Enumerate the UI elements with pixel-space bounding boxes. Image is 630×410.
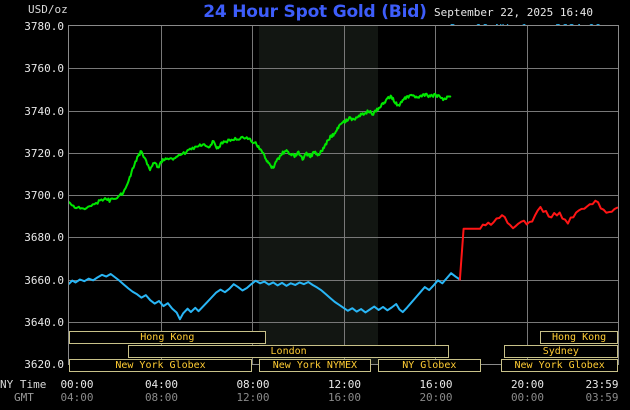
- gridline-horizontal: [69, 111, 618, 112]
- x-axis-tick-ny: 12:00: [327, 378, 362, 391]
- quote-timestamp: September 22, 2025 16:40: [434, 6, 593, 19]
- y-axis-tick-label: 3740.0: [24, 104, 64, 118]
- series-line-last-green: [69, 92, 452, 211]
- y-axis-tick-label: 3760.0: [24, 62, 64, 76]
- gridline-vertical: [252, 26, 253, 364]
- session-bar: New York Globex: [69, 359, 252, 372]
- x-axis-ny-label: NY Time: [0, 378, 47, 391]
- x-axis-tick-gmt: 08:00: [144, 391, 179, 404]
- plot-area: [68, 25, 619, 365]
- x-axis-tick-ny: 23:59: [585, 378, 619, 391]
- x-axis-tick-gmt: 16:00: [327, 391, 362, 404]
- x-axis-tick-ny: 20:00: [510, 378, 545, 391]
- gridline-vertical: [161, 26, 162, 364]
- session-bar: NY Globex: [377, 359, 481, 372]
- gridline-vertical: [344, 26, 345, 364]
- session-bar-label: Sydney: [542, 346, 579, 357]
- gridline-vertical: [435, 26, 436, 364]
- price-series-svg: [69, 92, 618, 321]
- x-axis-tick-ny: 08:00: [236, 378, 270, 391]
- y-axis-unit-label: USD/oz: [28, 3, 68, 16]
- session-bar: New York NYMEX: [258, 359, 371, 372]
- gridline-horizontal: [69, 68, 618, 69]
- gridline-horizontal: [69, 322, 618, 323]
- gridline-horizontal: [69, 153, 618, 154]
- session-bar-label: New York NYMEX: [272, 360, 358, 371]
- x-axis-tick-ny: 16:00: [419, 378, 453, 391]
- x-axis-tick-ny: 00:00: [60, 378, 94, 391]
- y-axis-tick-label: 3780.0: [24, 20, 64, 33]
- y-axis-tick-label: 3680.0: [24, 231, 64, 245]
- y-axis-tick-label: 3700.0: [24, 189, 64, 202]
- gridline-horizontal: [69, 237, 618, 238]
- x-axis-gmt-label: GMT: [14, 391, 34, 404]
- session-bar-label: New York Globex: [115, 360, 206, 371]
- session-bar-label: NY Globex: [402, 360, 457, 371]
- y-axis-tick-label: 3660.0: [24, 273, 64, 287]
- session-bar-label: Hong Kong: [552, 332, 607, 343]
- session-bar: Hong Kong: [69, 331, 266, 344]
- plot-inner: [69, 26, 618, 364]
- series-line-sunday-red: [458, 199, 618, 281]
- x-axis-tick-gmt: 03:59: [585, 391, 619, 404]
- page-title: 24 Hour Spot Gold (Bid): [203, 2, 427, 22]
- x-axis-tick-ny: 04:00: [144, 378, 179, 391]
- gridline-horizontal: [69, 195, 618, 196]
- y-axis-tick-label: 3720.0: [24, 146, 64, 160]
- x-axis-tick-gmt: 12:00: [236, 391, 270, 404]
- x-axis-tick-gmt: 04:00: [60, 391, 94, 404]
- y-axis-tick-label: 3620.0: [24, 358, 64, 371]
- series-line-sunday-blue: [69, 272, 461, 321]
- y-axis-tick-label: 3640.0: [24, 315, 64, 329]
- session-bar: Hong Kong: [540, 331, 618, 344]
- session-bar: London: [128, 345, 449, 358]
- session-bar-label: New York Globex: [514, 360, 605, 371]
- session-bar-label: Hong Kong: [140, 332, 195, 343]
- gridline-vertical: [527, 26, 528, 364]
- y-axis: 3780.0 3760.0 3740.0 3720.0 3700.0 3680.0 3660…: [0, 0, 64, 410]
- session-bar-label: London: [270, 346, 307, 357]
- session-bar: Sydney: [503, 345, 618, 358]
- x-axis-tick-gmt: 00:00: [510, 391, 545, 404]
- gridline-horizontal: [69, 280, 618, 281]
- session-bar: New York Globex: [501, 359, 618, 372]
- x-axis-tick-gmt: 20:00: [419, 391, 453, 404]
